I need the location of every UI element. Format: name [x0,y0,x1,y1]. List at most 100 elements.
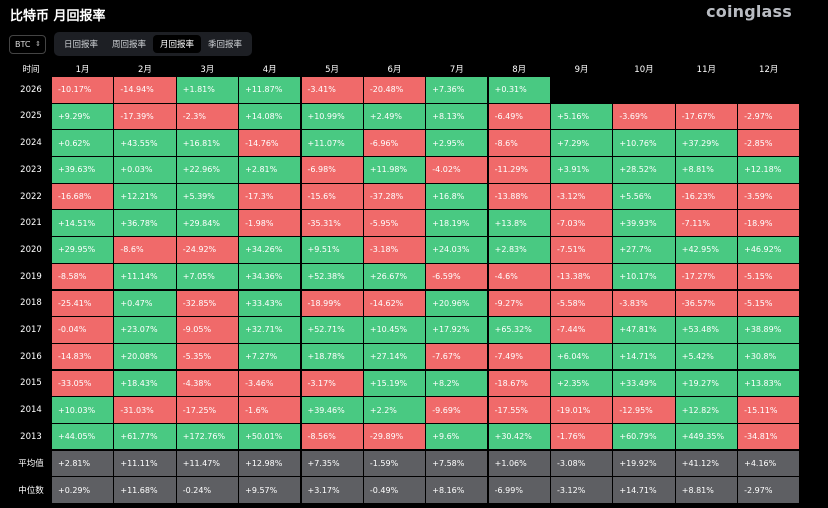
return-cell: -4.02% [426,157,488,183]
return-cell: -32.85% [176,290,238,316]
tab-2[interactable]: 月回报率 [153,35,202,53]
tab-3[interactable]: 季回报率 [208,40,243,50]
tab-1[interactable]: 周回报率 [112,40,147,50]
return-cell: +0.47% [114,290,176,316]
return-cell: +29.84% [176,210,238,236]
return-cell: -14.94% [114,77,176,103]
return-cell: -1.76% [551,423,613,450]
year-label: 2016 [20,351,42,362]
return-cell: +0.03% [114,157,176,183]
stat-cell: +41.12% [675,450,737,477]
return-cell: +27.7% [613,237,675,263]
year-label: 2014 [20,405,42,415]
stat-cell: -0.49% [363,477,426,503]
return-cell: -18.99% [301,290,363,316]
stat-cell: +3.17% [301,477,363,503]
stat-cell: +7.35% [301,450,363,477]
return-cell: -3.59% [738,183,800,210]
return-cell: +24.03% [426,237,488,263]
return-cell: +2.2% [363,397,426,423]
return-cell: +26.67% [363,263,426,290]
return-cell: +449.35% [675,423,737,450]
asset-select[interactable]: BTC ⇕ [9,35,46,54]
return-cell: +42.95% [675,237,737,263]
return-cell: +17.92% [426,317,488,343]
return-cell: +0.31% [488,77,550,103]
return-cell: +9.6% [426,423,488,450]
page-title: 比特币 月回报率 [10,9,106,24]
stat-cell: +8.16% [426,477,488,503]
return-cell: +8.13% [426,103,488,130]
month-header: 10月 [634,64,654,75]
return-cell: -3.17% [301,370,363,397]
return-cell: +2.35% [551,370,613,397]
return-cell: -14.76% [239,130,301,156]
return-cell: +22.96% [176,157,238,183]
return-cell: -3.12% [551,183,613,210]
year-label: 2017 [20,324,42,335]
stat-cell: +11.47% [176,450,238,477]
return-cell: +39.93% [613,210,675,236]
return-cell: +5.39% [176,183,238,210]
month-header: 7月 [449,64,464,75]
return-cell: +65.32% [488,317,550,343]
return-cell: +32.71% [239,317,301,343]
return-cell: +43.55% [114,130,176,156]
return-cell: -17.3% [239,183,301,210]
year-label: 2018 [20,298,42,309]
return-cell: +14.71% [613,343,675,370]
year-label: 2020 [20,244,42,255]
return-cell: -2.3% [176,103,238,130]
return-cell: +20.96% [426,290,488,316]
return-cell: +28.52% [613,157,675,183]
tab-0[interactable]: 日回报率 [64,40,99,50]
return-cell: -14.62% [363,290,426,316]
return-cell: +12.82% [675,397,737,423]
return-cell: +46.92% [738,237,800,263]
stat-row: 中位数 +0.29% +11.68% -0.24% +9.57% +3.17% -0.49%… [10,477,801,504]
return-cell: -12.95% [613,397,675,423]
return-cell: -4.6% [488,263,550,290]
return-cell: +8.81% [675,157,737,183]
return-cell: +23.07% [114,317,176,343]
table-row: 2017 -0.04% +23.07% -9.05% +32.71% +52.71% +10… [10,317,801,344]
return-cell: -3.83% [613,290,675,316]
table-row: 2019 -8.58% +11.14% +7.05% +34.36% +52.38% +26… [10,263,801,291]
return-cell: -5.95% [363,210,426,236]
return-cell: -0.04% [52,317,114,343]
return-cell: -18.9% [738,210,800,236]
return-cell: -7.11% [675,210,737,236]
return-cell: +2.83% [488,237,550,263]
stat-cell: +19.92% [613,450,675,477]
return-cell: +7.29% [551,130,613,156]
return-cell: +9.51% [301,237,363,263]
return-cell: +20.08% [114,343,176,370]
year-label: 2023 [20,164,42,175]
return-cell: -16.23% [675,183,737,210]
up-down-chevron-icon: ⇕ [35,40,41,48]
return-cell: +33.43% [239,290,301,316]
table-row: 2016 -14.83% +20.08% -5.35% +7.27% +18.78% +27… [10,343,801,371]
return-cell: +39.46% [301,397,363,423]
return-cell: +11.14% [114,263,176,290]
stat-cell: +11.11% [114,450,176,477]
return-cell: -36.57% [675,290,737,316]
return-cell: -14.83% [52,343,114,370]
return-cell: -7.49% [488,343,550,370]
return-cell: -13.88% [488,183,550,210]
return-cell: +37.29% [675,130,737,156]
return-cell: -5.35% [176,343,238,370]
return-cell: -7.67% [426,343,488,370]
return-cell: -15.11% [738,397,800,423]
return-cell: +10.76% [613,130,675,156]
return-cell: +50.01% [239,423,301,450]
return-cell: +44.05% [52,423,114,450]
return-cell [613,77,674,103]
return-cell: +0.62% [52,130,114,156]
stat-cell: +11.68% [114,477,176,503]
return-cell: -31.03% [114,397,176,423]
return-cell: +52.38% [301,263,363,290]
return-cell: +12.21% [114,183,176,210]
return-cell: +9.29% [52,103,114,130]
return-cell: +15.19% [363,370,426,397]
